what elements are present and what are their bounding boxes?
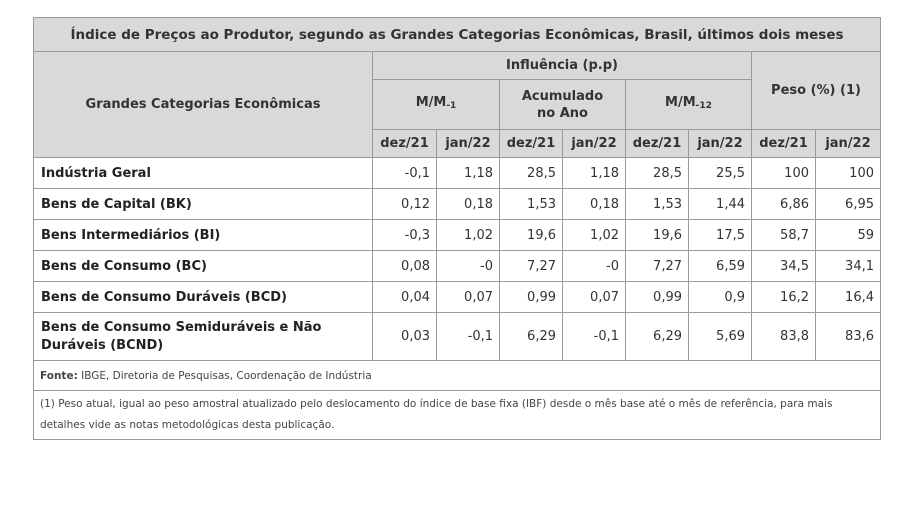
value-cell: 0,18: [436, 188, 500, 220]
value-cell: -0: [562, 250, 626, 282]
value-cell: 1,53: [625, 188, 689, 220]
table-row: Bens de Consumo Duráveis (BCD) 0,04 0,07…: [33, 281, 881, 313]
mm12-header: M/M-12: [625, 79, 752, 130]
value-cell: -0,1: [372, 157, 437, 189]
value-cell: 16,2: [751, 281, 816, 313]
value-cell: 1,53: [499, 188, 563, 220]
mm1-header: M/M-1: [372, 79, 500, 130]
value-cell: 1,18: [562, 157, 626, 189]
value-cell: 0,07: [562, 281, 626, 313]
accumulated-header: Acumulado no Ano: [499, 79, 626, 130]
value-cell: 25,5: [688, 157, 752, 189]
value-cell: 0,03: [372, 312, 437, 361]
category-label: Bens de Consumo Semiduráveis e Não Duráv…: [33, 312, 373, 361]
value-cell: 59: [815, 219, 881, 251]
weight-footnote: (1) Peso atual, igual ao peso amostral a…: [33, 390, 881, 440]
value-cell: 1,44: [688, 188, 752, 220]
category-label: Bens de Consumo (BC): [33, 250, 373, 282]
month-header: dez/21: [751, 129, 816, 158]
table-row: Indústria Geral -0,1 1,18 28,5 1,18 28,5…: [33, 157, 881, 189]
value-cell: 0,9: [688, 281, 752, 313]
month-header: jan/22: [815, 129, 881, 158]
month-header: jan/22: [436, 129, 500, 158]
value-cell: 0,18: [562, 188, 626, 220]
value-cell: 1,02: [436, 219, 500, 251]
value-cell: 1,02: [562, 219, 626, 251]
value-cell: -0,3: [372, 219, 437, 251]
category-column-header: Grandes Categorias Econômicas: [33, 51, 373, 158]
value-cell: 34,5: [751, 250, 816, 282]
value-cell: 17,5: [688, 219, 752, 251]
value-cell: 16,4: [815, 281, 881, 313]
value-cell: 6,29: [499, 312, 563, 361]
value-cell: 6,29: [625, 312, 689, 361]
category-label: Bens de Consumo Duráveis (BCD): [33, 281, 373, 313]
value-cell: 5,69: [688, 312, 752, 361]
value-cell: 0,08: [372, 250, 437, 282]
value-cell: 0,12: [372, 188, 437, 220]
value-cell: 0,07: [436, 281, 500, 313]
table-row: Bens de Consumo Semiduráveis e Não Duráv…: [33, 312, 881, 361]
month-header: dez/21: [372, 129, 437, 158]
value-cell: 83,6: [815, 312, 881, 361]
value-cell: 7,27: [499, 250, 563, 282]
month-header: dez/21: [499, 129, 563, 158]
weight-header: Peso (%) (1): [751, 51, 881, 130]
category-label: Bens de Capital (BK): [33, 188, 373, 220]
category-label: Bens Intermediários (BI): [33, 219, 373, 251]
value-cell: -0,1: [436, 312, 500, 361]
value-cell: 7,27: [625, 250, 689, 282]
price-index-table-container: Índice de Preços ao Produtor, segundo as…: [33, 17, 881, 440]
value-cell: 83,8: [751, 312, 816, 361]
value-cell: 100: [751, 157, 816, 189]
value-cell: 0,04: [372, 281, 437, 313]
month-header: jan/22: [562, 129, 626, 158]
value-cell: 34,1: [815, 250, 881, 282]
table-row: Bens de Consumo (BC) 0,08 -0 7,27 -0 7,2…: [33, 250, 881, 282]
value-cell: -0,1: [562, 312, 626, 361]
value-cell: 6,59: [688, 250, 752, 282]
category-label: Indústria Geral: [33, 157, 373, 189]
price-index-table: Índice de Preços ao Produtor, segundo as…: [33, 17, 881, 440]
table-row: Bens de Capital (BK) 0,12 0,18 1,53 0,18…: [33, 188, 881, 220]
month-header: jan/22: [688, 129, 752, 158]
value-cell: 19,6: [499, 219, 563, 251]
influence-header: Influência (p.p): [372, 51, 752, 80]
value-cell: 1,18: [436, 157, 500, 189]
value-cell: 28,5: [625, 157, 689, 189]
source-note: Fonte: IBGE, Diretoria de Pesquisas, Coo…: [33, 360, 881, 391]
value-cell: 28,5: [499, 157, 563, 189]
table-row: Bens Intermediários (BI) -0,3 1,02 19,6 …: [33, 219, 881, 251]
value-cell: 100: [815, 157, 881, 189]
value-cell: 6,95: [815, 188, 881, 220]
value-cell: 19,6: [625, 219, 689, 251]
table-title: Índice de Preços ao Produtor, segundo as…: [33, 17, 881, 52]
value-cell: 0,99: [499, 281, 563, 313]
month-header: dez/21: [625, 129, 689, 158]
value-cell: 0,99: [625, 281, 689, 313]
value-cell: 58,7: [751, 219, 816, 251]
value-cell: -0: [436, 250, 500, 282]
value-cell: 6,86: [751, 188, 816, 220]
